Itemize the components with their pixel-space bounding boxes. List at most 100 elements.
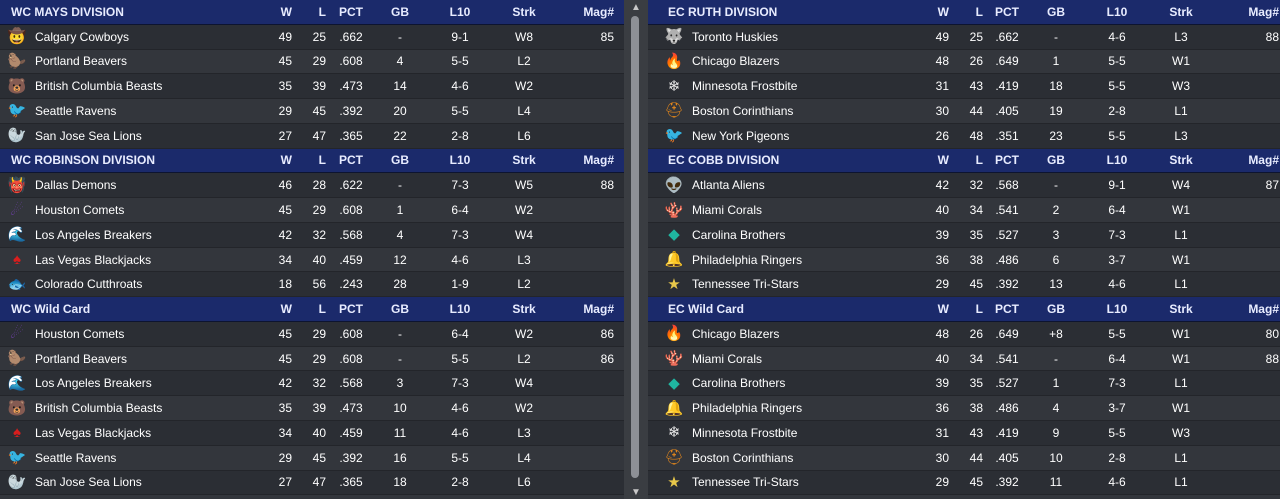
column-header-pct[interactable]: PCT (339, 153, 363, 168)
team-name[interactable]: Minnesota Frostbite (692, 79, 798, 94)
team-row[interactable]: 🦫 Portland Beavers 45 29 .608 - 5-5 L2 86 (0, 346, 624, 372)
team-row[interactable]: 👽 Atlanta Aliens 42 32 .568 - 9-1 W4 87 (648, 173, 1280, 199)
team-name[interactable]: Tennessee Tri-Stars (692, 475, 799, 490)
team-name[interactable]: Miami Corals (692, 351, 763, 366)
team-row[interactable]: 🌊 Los Angeles Breakers 42 32 .568 3 7-3 W4 (0, 371, 624, 397)
team-row[interactable]: 🔔 Philadelphia Ringers 36 38 .486 4 3-7 W1 (648, 396, 1280, 422)
team-row[interactable]: ★ Tennessee Tri-Stars 29 45 .392 13 4-6 L1 (648, 272, 1280, 298)
team-row[interactable]: 🪸 Miami Corals 40 34 .541 - 6-4 W1 88 (648, 346, 1280, 372)
column-header-w[interactable]: W (937, 302, 949, 317)
team-name[interactable]: Portland Beavers (35, 54, 128, 69)
column-header-l[interactable]: L (975, 302, 983, 317)
team-row[interactable]: 👹 Dallas Demons 46 28 .622 - 7-3 W5 88 (0, 173, 624, 199)
team-name[interactable]: Calgary Cowboys (35, 29, 130, 44)
team-row[interactable]: ⛑ Boston Corinthians 30 44 .405 10 2-8 L1 (648, 445, 1280, 471)
team-row[interactable]: 🦭 San Jose Sea Lions 27 47 .365 22 2-8 L6 (0, 123, 624, 149)
team-name[interactable]: Seattle Ravens (35, 450, 117, 465)
team-row[interactable]: 🤠 Calgary Cowboys 49 25 .662 - 9-1 W8 85 (0, 24, 624, 50)
team-row[interactable]: 🐻 British Columbia Beasts 35 39 .473 10 4-6 W2 (0, 396, 624, 422)
team-name[interactable]: Carolina Brothers (692, 376, 786, 391)
team-name[interactable]: Portland Beavers (35, 351, 128, 366)
vertical-scrollbar[interactable]: ▲ ▼ (624, 0, 648, 499)
column-header-l[interactable]: L (318, 4, 326, 19)
division-header[interactable]: EC Wild Card W L PCT GB L10 Strk Mag# (648, 297, 1280, 322)
team-row[interactable]: ⛑ Boston Corinthians 30 44 .405 19 2-8 L1 (648, 99, 1280, 124)
scroll-up-arrow-icon[interactable]: ▲ (631, 1, 641, 13)
team-row[interactable]: 🌊 Los Angeles Breakers 42 32 .568 4 7-3 W4 (0, 222, 624, 248)
column-header-mag[interactable]: Mag# (1248, 302, 1279, 317)
team-row[interactable]: 🐦 New York Pigeons 26 48 .351 23 5-5 L3 (648, 123, 1280, 149)
team-name[interactable]: Los Angeles Breakers (35, 376, 152, 391)
team-name[interactable]: Las Vegas Blackjacks (35, 425, 152, 440)
column-header-l10[interactable]: L10 (449, 4, 471, 19)
column-header-gb[interactable]: GB (391, 4, 409, 19)
team-row[interactable]: 🦫 Portland Beavers 45 29 .608 4 5-5 L2 (0, 49, 624, 75)
team-name[interactable]: San Jose Sea Lions (35, 128, 142, 143)
team-row[interactable]: ★ Tennessee Tri-Stars 29 45 .392 11 4-6 L1 (648, 470, 1280, 496)
team-row[interactable]: 🔔 Philadelphia Ringers 36 38 .486 6 3-7 W1 (648, 247, 1280, 273)
team-name[interactable]: Chicago Blazers (692, 54, 780, 69)
column-header-gb[interactable]: GB (391, 302, 409, 317)
team-row[interactable]: 🐻 British Columbia Beasts 35 39 .473 14 4-6 W2 (0, 74, 624, 100)
column-header-mag[interactable]: Mag# (583, 302, 614, 317)
column-header-w[interactable]: W (937, 4, 949, 19)
team-name[interactable]: Las Vegas Blackjacks (35, 252, 152, 267)
team-name[interactable]: Carolina Brothers (692, 227, 786, 242)
team-name[interactable]: Minnesota Frostbite (692, 425, 798, 440)
column-header-strk[interactable]: Strk (512, 302, 536, 317)
column-header-l[interactable]: L (318, 302, 326, 317)
column-header-pct[interactable]: PCT (995, 4, 1019, 19)
team-name[interactable]: Chicago Blazers (692, 326, 780, 341)
team-row[interactable]: 🐟 Colorado Cutthroats 18 56 .243 28 1-9 L2 (0, 272, 624, 298)
column-header-pct[interactable]: PCT (995, 153, 1019, 168)
column-header-w[interactable]: W (280, 302, 292, 317)
team-name[interactable]: Houston Comets (35, 203, 125, 217)
column-header-mag[interactable]: Mag# (583, 153, 614, 168)
column-header-l10[interactable]: L10 (449, 153, 471, 168)
team-name[interactable]: Dallas Demons (35, 178, 117, 193)
team-row[interactable]: 🐦 Seattle Ravens 29 45 .392 16 5-5 L4 (0, 445, 624, 471)
column-header-strk[interactable]: Strk (1169, 4, 1193, 19)
team-row[interactable]: 🔥 Chicago Blazers 48 26 .649 +8 5-5 W1 80 (648, 321, 1280, 347)
column-header-l[interactable]: L (975, 153, 983, 168)
team-name[interactable]: Atlanta Aliens (692, 178, 765, 193)
column-header-strk[interactable]: Strk (1169, 153, 1193, 168)
team-row[interactable]: 🔥 Chicago Blazers 48 26 .649 1 5-5 W1 (648, 49, 1280, 75)
division-header[interactable]: WC MAYS DIVISION W L PCT GB L10 Strk Mag# (0, 0, 624, 25)
team-row[interactable]: 🦭 San Jose Sea Lions 27 47 .365 18 2-8 L6 (0, 470, 624, 496)
team-name[interactable]: Boston Corinthians (692, 450, 794, 465)
team-row[interactable]: 🪸 Miami Corals 40 34 .541 2 6-4 W1 (648, 198, 1280, 223)
team-name[interactable]: Colorado Cutthroats (35, 277, 143, 292)
team-name[interactable]: San Jose Sea Lions (35, 475, 142, 490)
team-name[interactable]: New York Pigeons (692, 128, 790, 143)
column-header-w[interactable]: W (280, 4, 292, 19)
column-header-l10[interactable]: L10 (1106, 4, 1128, 19)
team-name[interactable]: British Columbia Beasts (35, 401, 163, 416)
team-name[interactable]: Los Angeles Breakers (35, 227, 152, 242)
column-header-gb[interactable]: GB (1047, 302, 1065, 317)
column-header-gb[interactable]: GB (1047, 153, 1065, 168)
column-header-l[interactable]: L (318, 153, 326, 168)
team-name[interactable]: Tennessee Tri-Stars (692, 277, 799, 292)
team-name[interactable]: Seattle Ravens (35, 103, 117, 118)
column-header-pct[interactable]: PCT (339, 4, 363, 19)
team-name[interactable]: Philadelphia Ringers (692, 401, 803, 416)
team-row[interactable]: ♠ Las Vegas Blackjacks 34 40 .459 12 4-6 L3 (0, 247, 624, 273)
column-header-l10[interactable]: L10 (1106, 302, 1128, 317)
team-name[interactable]: Boston Corinthians (692, 103, 794, 118)
column-header-gb[interactable]: GB (391, 153, 409, 168)
team-row[interactable]: 🐺 Toronto Huskies 49 25 .662 - 4-6 L3 88 (648, 24, 1280, 50)
team-name[interactable]: Toronto Huskies (692, 29, 779, 44)
division-header[interactable]: EC RUTH DIVISION W L PCT GB L10 Strk Mag# (648, 0, 1280, 25)
team-name[interactable]: Philadelphia Ringers (692, 252, 803, 267)
team-row[interactable]: ☄ Houston Comets 45 29 .608 1 6-4 W2 (0, 198, 624, 223)
column-header-w[interactable]: W (937, 153, 949, 168)
division-header[interactable]: WC Wild Card W L PCT GB L10 Strk Mag# (0, 297, 624, 322)
scroll-thumb[interactable] (631, 16, 639, 478)
column-header-strk[interactable]: Strk (512, 153, 536, 168)
column-header-strk[interactable]: Strk (1169, 302, 1193, 317)
column-header-strk[interactable]: Strk (512, 4, 536, 19)
division-header[interactable]: WC ROBINSON DIVISION W L PCT GB L10 Strk Mag# (0, 148, 624, 174)
